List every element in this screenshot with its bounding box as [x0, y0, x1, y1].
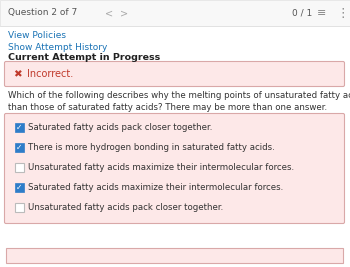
Bar	[14, 143, 23, 151]
Text: than those of saturated fatty acids? There may be more than one answer.: than those of saturated fatty acids? The…	[8, 103, 327, 112]
Text: There is more hydrogen bonding in saturated fatty acids.: There is more hydrogen bonding in satura…	[28, 143, 274, 151]
Text: Unsaturated fatty acids maximize their intermolecular forces.: Unsaturated fatty acids maximize their i…	[28, 163, 294, 171]
Text: ≡: ≡	[317, 8, 326, 18]
Text: 0 / 1: 0 / 1	[292, 9, 312, 18]
FancyBboxPatch shape	[5, 61, 344, 87]
Bar	[14, 202, 23, 211]
Text: Incorrect.: Incorrect.	[27, 69, 73, 79]
Text: <: <	[105, 8, 113, 18]
Text: ✓: ✓	[16, 143, 22, 151]
Text: Show Attempt History: Show Attempt History	[8, 42, 107, 52]
Text: ⋮: ⋮	[336, 6, 349, 19]
Text: View Policies: View Policies	[8, 32, 66, 41]
Text: Current Attempt in Progress: Current Attempt in Progress	[8, 53, 160, 62]
Bar	[14, 123, 23, 132]
Bar	[14, 163, 23, 171]
Text: ✓: ✓	[16, 183, 22, 191]
Text: Saturated fatty acids maximize their intermolecular forces.: Saturated fatty acids maximize their int…	[28, 183, 283, 191]
Text: Which of the following describes why the melting points of unsaturated fatty aci: Which of the following describes why the…	[8, 92, 350, 100]
Text: Question 2 of 7: Question 2 of 7	[8, 9, 77, 18]
Bar	[6, 248, 343, 263]
Bar	[0, 0, 350, 26]
Bar	[14, 183, 23, 191]
Text: ✖: ✖	[13, 69, 21, 79]
Text: ✓: ✓	[16, 123, 22, 132]
Text: Unsaturated fatty acids pack closer together.: Unsaturated fatty acids pack closer toge…	[28, 202, 223, 211]
Text: Saturated fatty acids pack closer together.: Saturated fatty acids pack closer togeth…	[28, 123, 212, 132]
Text: >: >	[120, 8, 128, 18]
FancyBboxPatch shape	[5, 113, 344, 223]
